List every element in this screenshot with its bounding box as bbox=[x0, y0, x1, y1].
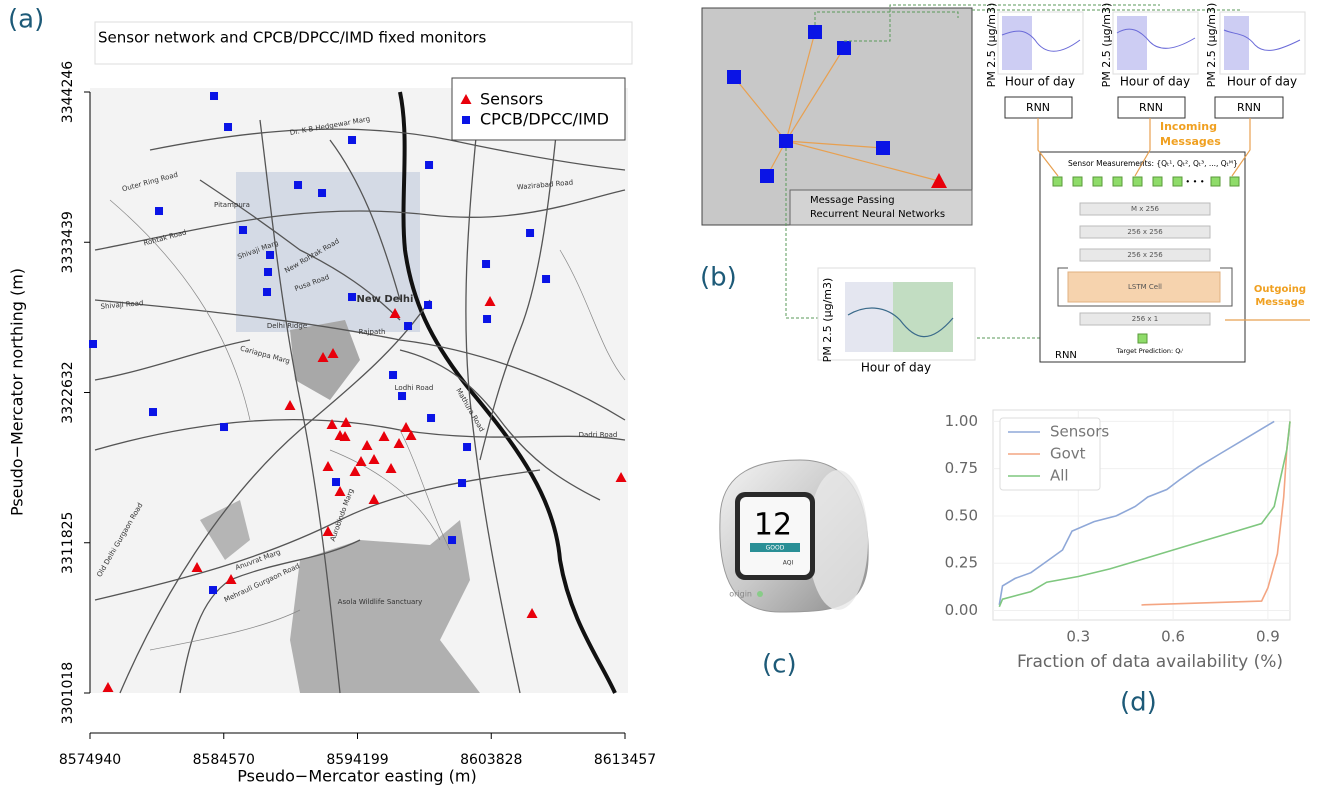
figure: (a)(b)(c)(d)Dr. K B Hedgewar MargOuter R… bbox=[0, 0, 1317, 790]
monitor-marker bbox=[404, 322, 412, 330]
monitor-marker bbox=[462, 116, 470, 124]
x-tick-label: 0.6 bbox=[1161, 628, 1185, 646]
monitor-marker bbox=[424, 301, 432, 309]
map-label: Dadri Road bbox=[579, 431, 618, 439]
y-tick-label: 0.50 bbox=[945, 506, 978, 524]
x-axis-label: Pseudo−Mercator easting (m) bbox=[237, 767, 476, 786]
x-tick-label: 0.9 bbox=[1256, 628, 1280, 646]
plot-y-label: PM 2.5 (μg/m3) bbox=[821, 278, 834, 363]
monitor-marker bbox=[332, 478, 340, 486]
monitor-marker bbox=[348, 293, 356, 301]
monitor-marker bbox=[482, 260, 490, 268]
device-brand: origin bbox=[729, 590, 752, 599]
y-axis-label: Pseudo−Mercator northing (m) bbox=[8, 268, 27, 516]
outgoing-label: Message bbox=[1255, 297, 1305, 308]
plot-y-label: PM 2.5 (μg/m3) bbox=[985, 3, 998, 88]
monitor-marker bbox=[294, 181, 302, 189]
map-label: Delhi Ridge bbox=[267, 322, 307, 330]
legend-label: All bbox=[1050, 467, 1069, 485]
target-label: Target Prediction: Qₜⁱ bbox=[1116, 347, 1184, 355]
panel-label: (a) bbox=[8, 5, 44, 35]
map-label: New Delhi bbox=[357, 294, 414, 305]
monitor-marker bbox=[425, 161, 433, 169]
plot-x-label: Hour of day bbox=[1227, 75, 1297, 89]
y-tick-label: 3333439 bbox=[60, 211, 76, 273]
panel-label: (b) bbox=[700, 263, 737, 293]
monitor-marker bbox=[263, 288, 271, 296]
y-tick-label: 3311825 bbox=[60, 512, 76, 574]
device-unit: AQI bbox=[783, 560, 794, 567]
layer-label: 256 x 256 bbox=[1127, 251, 1163, 259]
rnn-box-label: RNN bbox=[1055, 350, 1077, 361]
incoming-label: Messages bbox=[1160, 135, 1221, 148]
panel-label: (d) bbox=[1120, 688, 1157, 718]
plot-y-label: PM 2.5 (μg/m3) bbox=[1100, 3, 1113, 88]
layer-label: 256 x 256 bbox=[1127, 228, 1163, 236]
outgoing-label: Outgoing bbox=[1254, 284, 1306, 295]
monitor-marker bbox=[264, 268, 272, 276]
chart-title: Sensor network and CPCB/DPCC/IMD fixed m… bbox=[98, 29, 487, 47]
diagram-label: Recurrent Neural Networks bbox=[810, 209, 945, 220]
plot-x-label: Hour of day bbox=[1120, 75, 1190, 89]
monitor-marker bbox=[318, 189, 326, 197]
rnn-label: RNN bbox=[1026, 101, 1050, 114]
map-label: Asola Wildlife Sanctuary bbox=[338, 598, 423, 606]
monitor-marker bbox=[224, 123, 232, 131]
plot-x-label: Hour of day bbox=[1005, 75, 1075, 89]
y-tick-label: 0.75 bbox=[945, 459, 978, 477]
legend-label: Sensors bbox=[1050, 423, 1109, 441]
map-label: Pitampura bbox=[214, 201, 250, 209]
diagram-label: Message Passing bbox=[810, 195, 895, 206]
x-tick-label: 8613457 bbox=[594, 752, 656, 768]
monitor-marker bbox=[463, 443, 471, 451]
monitor-marker bbox=[448, 536, 456, 544]
x-tick-label: 8574940 bbox=[59, 752, 121, 768]
map-label: Lodhi Road bbox=[395, 384, 434, 392]
plot-y-label: PM 2.5 (μg/m3) bbox=[1205, 3, 1218, 88]
device-status: GOOD bbox=[766, 545, 785, 552]
monitor-marker bbox=[542, 275, 550, 283]
ellipsis: • • • bbox=[1185, 178, 1204, 187]
legend-label: Sensors bbox=[480, 90, 543, 109]
monitor-marker bbox=[220, 423, 228, 431]
sensor-measurements: Sensor Measurements: {Qₜ¹, Qₜ², Qₜ³, ...… bbox=[1068, 159, 1238, 168]
legend-label: Govt bbox=[1050, 445, 1086, 463]
y-tick-label: 3322632 bbox=[60, 361, 76, 423]
plot-x-label: Hour of day bbox=[861, 361, 931, 375]
monitor-marker bbox=[389, 371, 397, 379]
monitor-marker bbox=[210, 92, 218, 100]
monitor-marker bbox=[398, 392, 406, 400]
monitor-marker bbox=[348, 136, 356, 144]
monitor-marker bbox=[483, 315, 491, 323]
monitor-marker bbox=[209, 586, 217, 594]
legend-label: CPCB/DPCC/IMD bbox=[480, 110, 609, 129]
y-tick-label: 0.00 bbox=[945, 601, 978, 619]
monitor-marker bbox=[149, 408, 157, 416]
network-diagram bbox=[702, 5, 1310, 362]
y-tick-label: 3344246 bbox=[60, 61, 76, 123]
y-tick-label: 1.00 bbox=[945, 412, 978, 430]
monitor-marker bbox=[458, 479, 466, 487]
map-label: Rajpath bbox=[359, 328, 386, 336]
layer-label: M x 256 bbox=[1131, 205, 1160, 213]
panel-label: (c) bbox=[762, 650, 797, 680]
layer-label: LSTM Cell bbox=[1128, 283, 1162, 291]
monitor-marker bbox=[89, 340, 97, 348]
monitor-marker bbox=[427, 414, 435, 422]
x-axis-label: Fraction of data availability (%) bbox=[1017, 652, 1283, 672]
y-tick-label: 3301018 bbox=[60, 662, 76, 724]
rnn-label: RNN bbox=[1139, 101, 1163, 114]
x-tick-label: 0.3 bbox=[1066, 628, 1090, 646]
monitor-marker bbox=[155, 207, 163, 215]
monitor-marker bbox=[239, 226, 247, 234]
device-reading: 12 bbox=[754, 508, 792, 543]
monitor-marker bbox=[266, 251, 274, 259]
monitor-marker bbox=[526, 229, 534, 237]
layer-label: 256 x 1 bbox=[1132, 315, 1158, 323]
y-tick-label: 0.25 bbox=[945, 554, 978, 572]
incoming-label: Incoming bbox=[1160, 120, 1217, 133]
rnn-label: RNN bbox=[1237, 101, 1261, 114]
